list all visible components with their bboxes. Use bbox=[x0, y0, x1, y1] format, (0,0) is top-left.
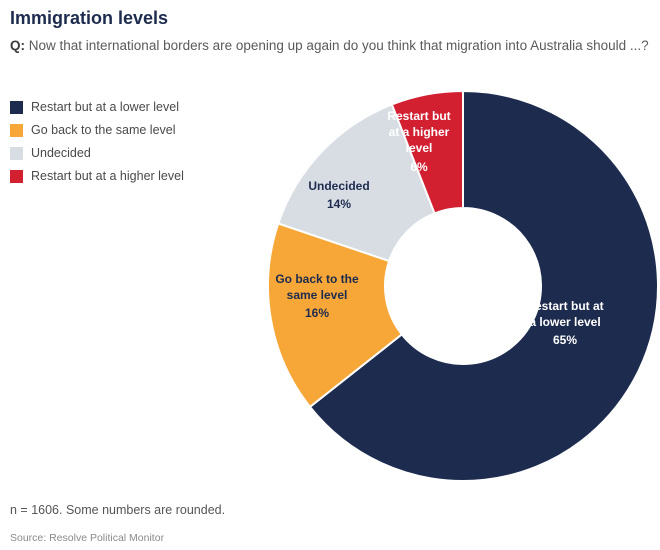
legend-label: Restart but at a lower level bbox=[31, 100, 179, 114]
slice-label-pct: 6% bbox=[410, 159, 428, 174]
chart-legend: Restart but at a lower level Go back to … bbox=[10, 100, 184, 192]
slice-label-pct: 14% bbox=[326, 197, 352, 212]
legend-swatch-orange bbox=[10, 123, 23, 137]
slice-label-undecided: Undecided 14% bbox=[287, 178, 391, 212]
page-title: Immigration levels bbox=[10, 8, 169, 28]
donut-chart: Restart but at a lower level 65% Go back… bbox=[263, 86, 660, 486]
chart-question: Q: Now that international borders are op… bbox=[10, 36, 655, 56]
slice-label-pct: 65% bbox=[552, 333, 578, 348]
slice-label-higher-level: Restart but at a higher level 6% bbox=[387, 108, 451, 175]
question-prefix: Q: bbox=[10, 38, 25, 53]
slice-label-text: Restart but at a higher level bbox=[387, 109, 451, 156]
slice-label-text: Undecided bbox=[308, 179, 370, 193]
donut-slice-0 bbox=[308, 89, 659, 482]
sample-size-note: n = 1606. Some numbers are rounded. bbox=[10, 503, 226, 517]
legend-swatch-gray bbox=[10, 146, 23, 160]
legend-swatch-red bbox=[10, 169, 23, 183]
legend-item-lower-level: Restart but at a lower level bbox=[10, 100, 184, 114]
donut-slice-2 bbox=[277, 103, 436, 263]
slice-label-text: Restart but at a lower level bbox=[526, 299, 604, 330]
legend-label: Go back to the same level bbox=[31, 123, 176, 137]
legend-swatch-navy bbox=[10, 100, 23, 114]
slice-label-text: Go back to the same level bbox=[275, 272, 359, 303]
legend-label: Undecided bbox=[31, 146, 91, 160]
legend-item-higher-level: Restart but at a higher level bbox=[10, 169, 184, 183]
question-text: Now that international borders are openi… bbox=[25, 38, 649, 53]
slice-label-same-level: Go back to the same level 16% bbox=[265, 271, 369, 322]
slice-label-lower-level: Restart but at a lower level 65% bbox=[525, 298, 605, 349]
slice-label-pct: 16% bbox=[304, 306, 330, 321]
source-note: Source: Resolve Political Monitor bbox=[10, 532, 165, 544]
legend-item-undecided: Undecided bbox=[10, 146, 184, 160]
legend-label: Restart but at a higher level bbox=[31, 169, 184, 183]
donut-slice-1 bbox=[267, 222, 404, 409]
donut-slice-3 bbox=[390, 89, 464, 215]
legend-item-same-level: Go back to the same level bbox=[10, 123, 184, 137]
donut-svg bbox=[267, 89, 659, 482]
